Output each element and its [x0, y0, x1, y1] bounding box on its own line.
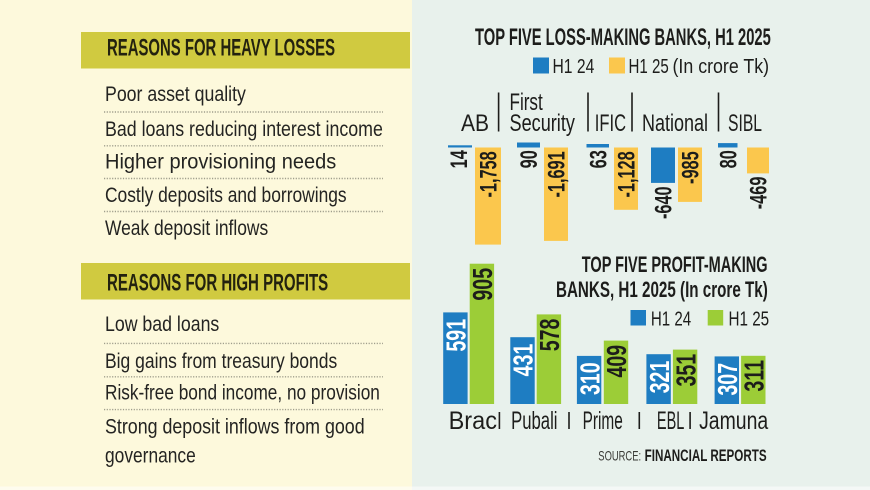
svg-text:321: 321 [644, 361, 675, 394]
svg-text:578: 578 [535, 319, 566, 352]
svg-text:H1 24: H1 24 [651, 307, 691, 330]
svg-text:Strong deposit inflows from go: Strong deposit inflows from good [105, 415, 365, 439]
svg-text:351: 351 [671, 354, 702, 387]
svg-text:REASONS FOR HEAVY LOSSES: REASONS FOR HEAVY LOSSES [107, 35, 335, 61]
svg-text:431: 431 [508, 344, 539, 377]
svg-text:Costly deposits and borrowings: Costly deposits and borrowings [105, 185, 347, 208]
svg-text:Risk-free bond income, no prov: Risk-free bond income, no provision [105, 382, 380, 405]
svg-text:-1,128: -1,128 [614, 151, 641, 197]
svg-text:First: First [510, 89, 543, 115]
svg-text:-985: -985 [678, 151, 705, 184]
svg-text:H1 25: H1 25 [729, 308, 770, 330]
svg-text:REASONS FOR HIGH PROFITS: REASONS FOR HIGH PROFITS [107, 270, 328, 296]
svg-text:Poor asset quality: Poor asset quality [105, 82, 246, 106]
svg-text:H1 24: H1 24 [553, 55, 595, 77]
svg-text:905: 905 [468, 268, 499, 301]
svg-text:409: 409 [602, 345, 633, 378]
svg-text:Big gains from treasury bonds: Big gains from treasury bonds [105, 350, 337, 373]
svg-text:EBL: EBL [657, 407, 684, 435]
svg-text:Bad loans reducing interest in: Bad loans reducing interest income [105, 118, 383, 142]
svg-text:FINANCIAL REPORTS: FINANCIAL REPORTS [645, 447, 767, 466]
svg-text:90: 90 [516, 150, 543, 168]
svg-text:BANKS, H1 2025 (In crore Tk): BANKS, H1 2025 (In crore Tk) [556, 278, 768, 302]
svg-text:National: National [642, 111, 708, 137]
svg-text:IFIC: IFIC [595, 110, 626, 137]
svg-text:80: 80 [715, 150, 742, 168]
svg-text:Weak deposit inflows: Weak deposit inflows [105, 217, 268, 240]
svg-text:SIBL: SIBL [728, 111, 762, 137]
svg-text:TOP FIVE LOSS-MAKING BANKS, H1: TOP FIVE LOSS-MAKING BANKS, H1 2025 [475, 25, 771, 52]
svg-text:-469: -469 [746, 177, 773, 210]
svg-text:Brac: Brac [449, 407, 497, 435]
svg-text:AB: AB [461, 110, 489, 137]
svg-text:307: 307 [713, 363, 744, 396]
svg-text:-640: -640 [651, 186, 678, 219]
svg-text:311: 311 [739, 360, 770, 392]
svg-text:SOURCE:: SOURCE: [598, 448, 641, 464]
svg-text:Prime: Prime [583, 407, 623, 435]
svg-text:-1,691: -1,691 [544, 151, 571, 197]
svg-text:-1,758: -1,758 [476, 151, 503, 197]
svg-text:591: 591 [441, 319, 472, 352]
svg-text:310: 310 [575, 362, 606, 395]
svg-text:(In crore Tk): (In crore Tk) [673, 56, 770, 78]
svg-text:TOP FIVE PROFIT-MAKING: TOP FIVE PROFIT-MAKING [582, 252, 768, 277]
svg-text:Low bad loans: Low bad loans [105, 313, 220, 337]
svg-text:Higher provisioning needs: Higher provisioning needs [105, 150, 336, 174]
svg-text:Pubali: Pubali [511, 407, 557, 435]
svg-text:63: 63 [585, 150, 612, 168]
svg-text:H1 25: H1 25 [629, 55, 669, 78]
svg-text:governance: governance [105, 445, 196, 468]
svg-text:Security: Security [510, 110, 576, 137]
svg-text:Jamuna: Jamuna [699, 407, 769, 435]
svg-text:14: 14 [446, 150, 473, 169]
